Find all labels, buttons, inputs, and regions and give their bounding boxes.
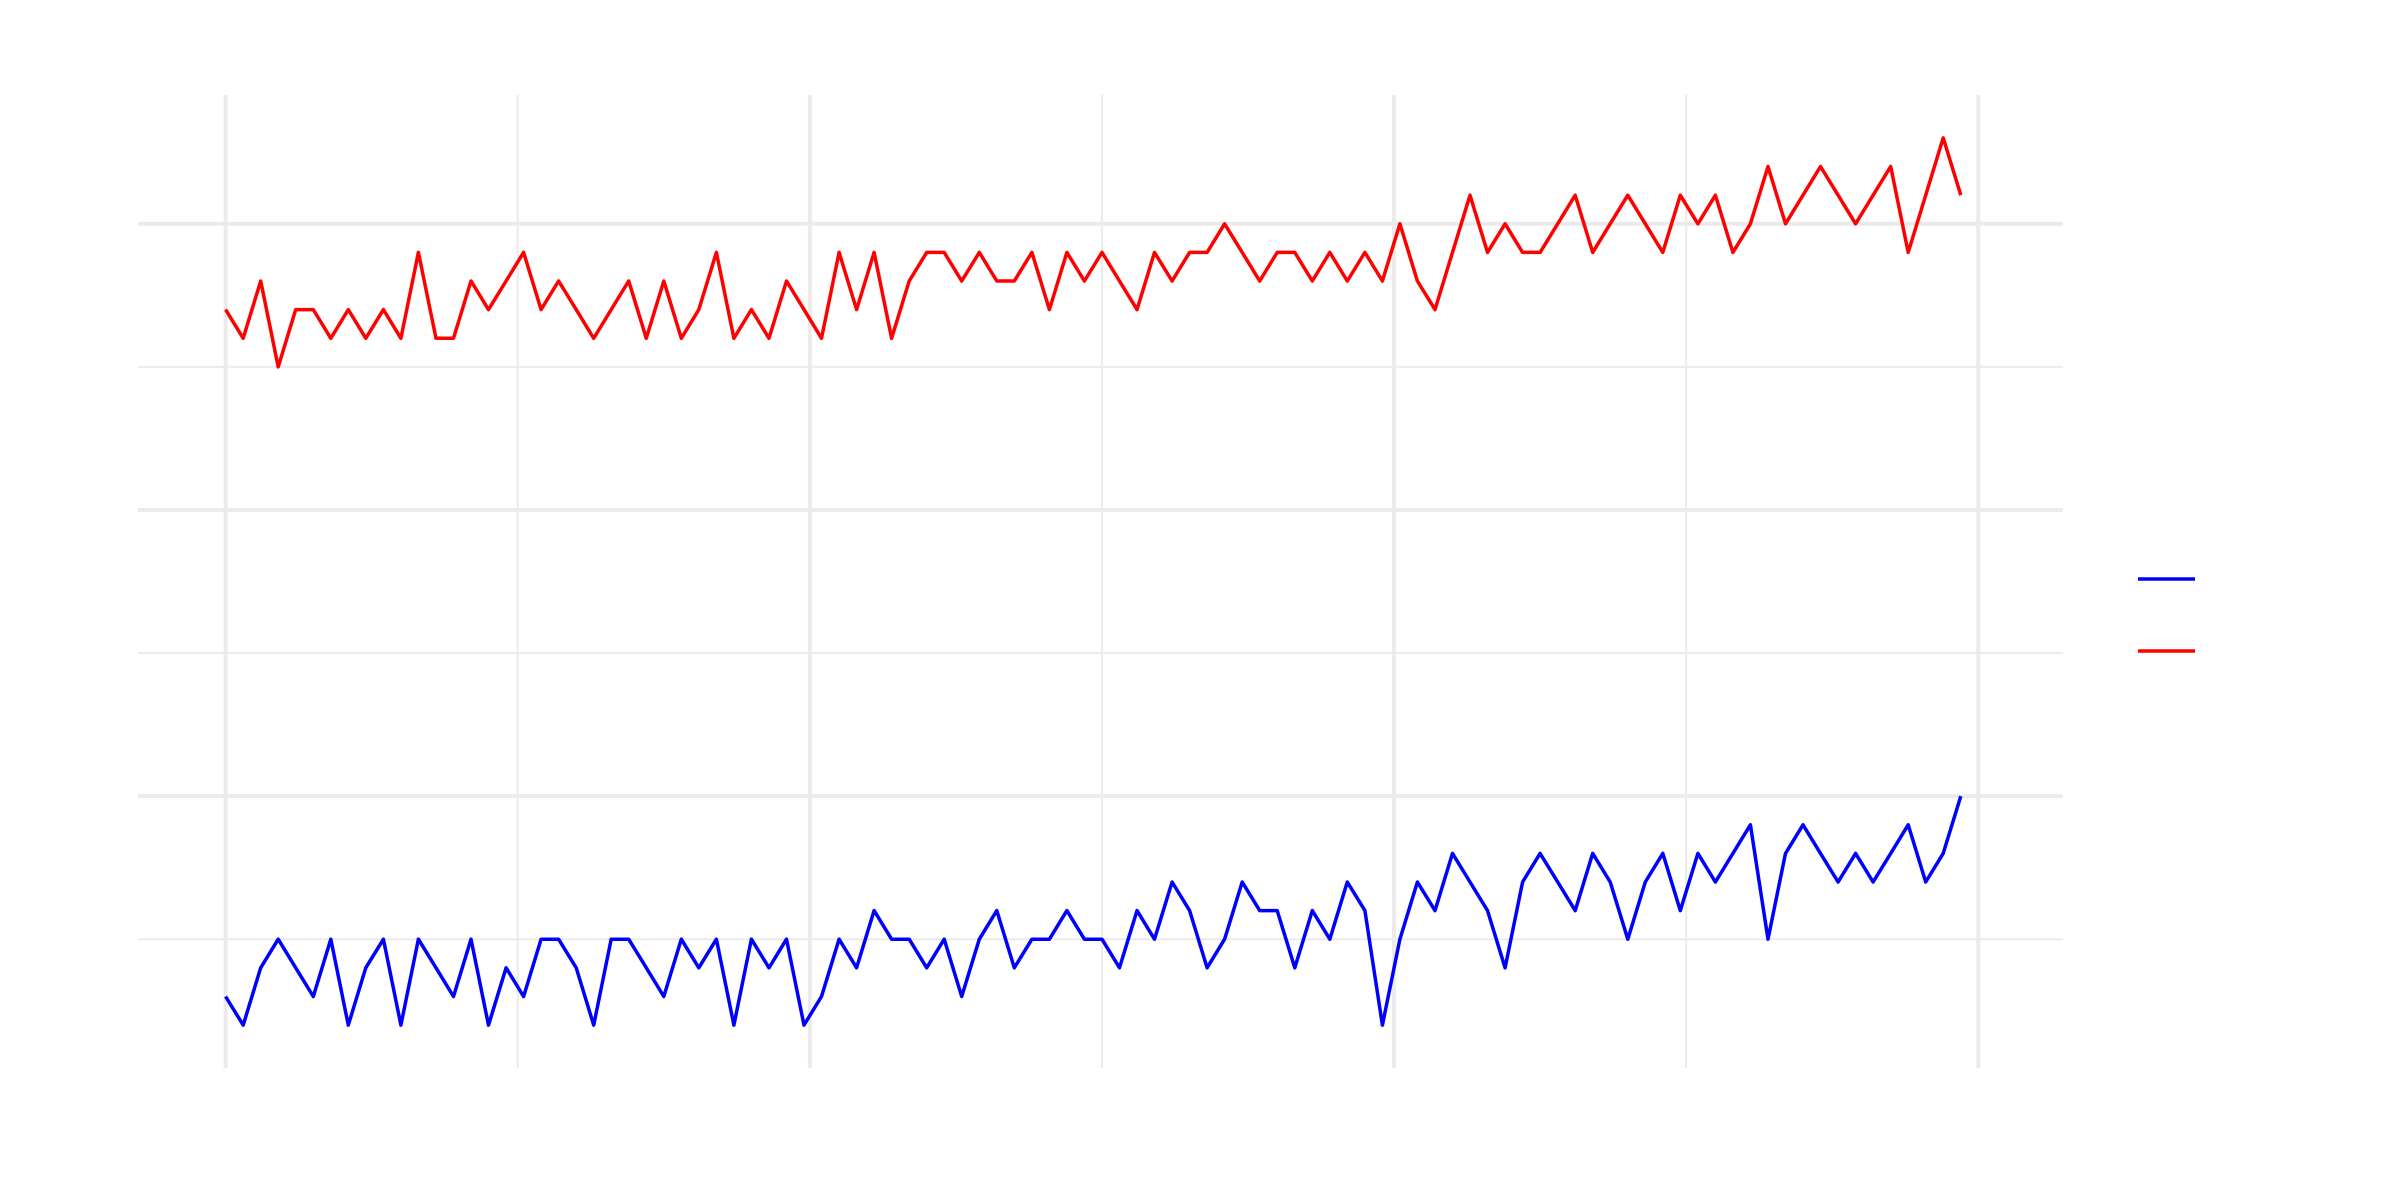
series-line	[224, 136, 1963, 369]
series-line	[224, 795, 1963, 1027]
